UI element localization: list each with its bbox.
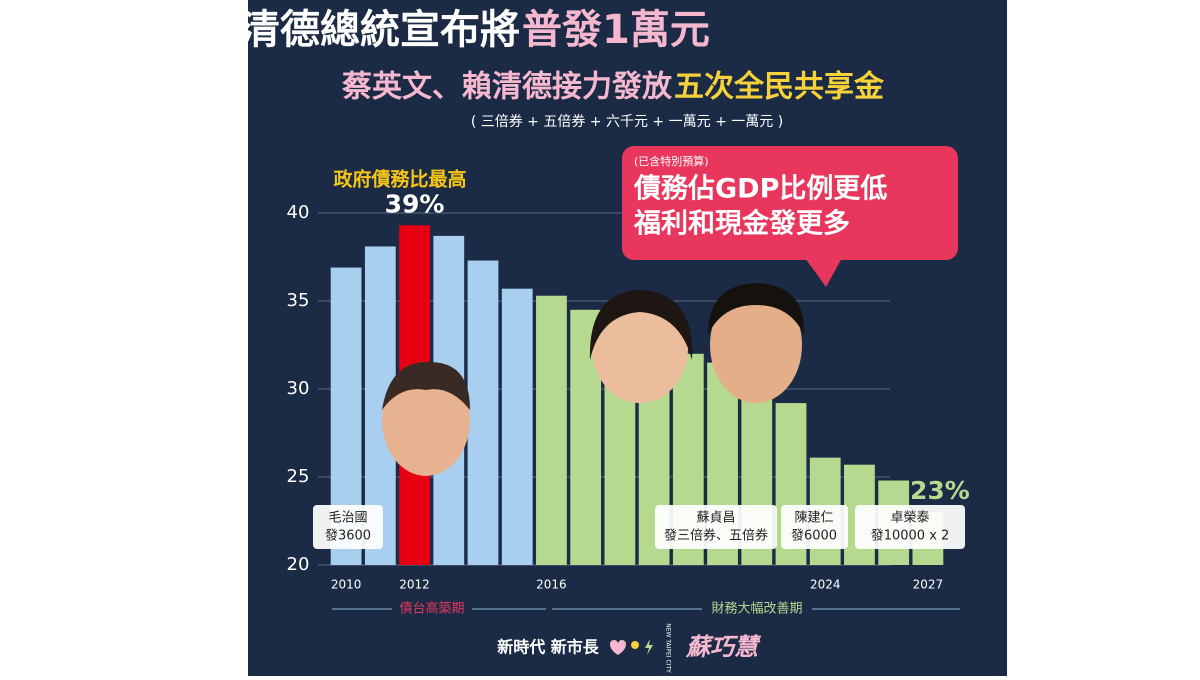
box-text: 卓榮泰: [890, 511, 929, 526]
note: ( 三倍券 + 五倍券 + 六千元 + 一萬元 + 一萬元 ): [471, 114, 783, 130]
subtitle: 蔡英文、賴清德接力發放: [342, 70, 673, 105]
x-tick-label: 2024: [810, 578, 841, 592]
bubble-line: 福利和現金發更多: [633, 208, 850, 240]
y-tick-label: 20: [287, 554, 310, 575]
value-label: 23%: [910, 476, 970, 505]
x-tick-label: 2012: [399, 578, 430, 592]
bar: [501, 288, 533, 565]
value-label: 39%: [385, 189, 445, 218]
x-tick-label: 2027: [913, 578, 944, 592]
y-tick-label: 40: [287, 202, 310, 223]
box-text: 發三倍券、五倍券: [664, 528, 768, 544]
title: 賴清德總統宣布將: [200, 7, 520, 53]
box-text: 發6000: [791, 529, 837, 544]
y-tick-label: 25: [287, 466, 310, 487]
footer-icons: [610, 639, 653, 655]
subtitle-highlight: 五次全民共享金: [674, 70, 885, 105]
footer-name: 蘇巧慧: [685, 633, 762, 661]
footer-city: NEW TAIPEI CITY: [665, 623, 672, 673]
y-tick-label: 35: [287, 290, 310, 311]
bar: [467, 260, 499, 565]
box-text: 蘇貞昌: [696, 511, 735, 526]
bubble-line: 債務佔GDP比例更低: [633, 174, 887, 205]
box-text: 陳建仁: [794, 511, 833, 526]
speech-bubble: [622, 146, 958, 287]
box-text: 發10000 x 2: [871, 529, 950, 544]
y-tick-label: 30: [287, 378, 310, 399]
footer-slogan: 新時代 新市長: [497, 638, 600, 657]
x-tick-label: 2016: [536, 578, 567, 592]
boxes: [313, 505, 965, 549]
period-label: 債台高築期: [399, 601, 464, 617]
portraits: [382, 283, 805, 476]
bar: [536, 295, 567, 565]
bubble-note: (已含特別預算): [634, 154, 709, 168]
peak-annotation: 政府債務比最高: [333, 168, 466, 191]
title-highlight: 普發1萬元: [522, 7, 710, 53]
box-text: 毛治國: [328, 511, 367, 526]
box-text: 發3600: [325, 529, 371, 544]
period-label: 財務大幅改善期: [711, 601, 802, 617]
x-tick-label: 2010: [331, 578, 362, 592]
